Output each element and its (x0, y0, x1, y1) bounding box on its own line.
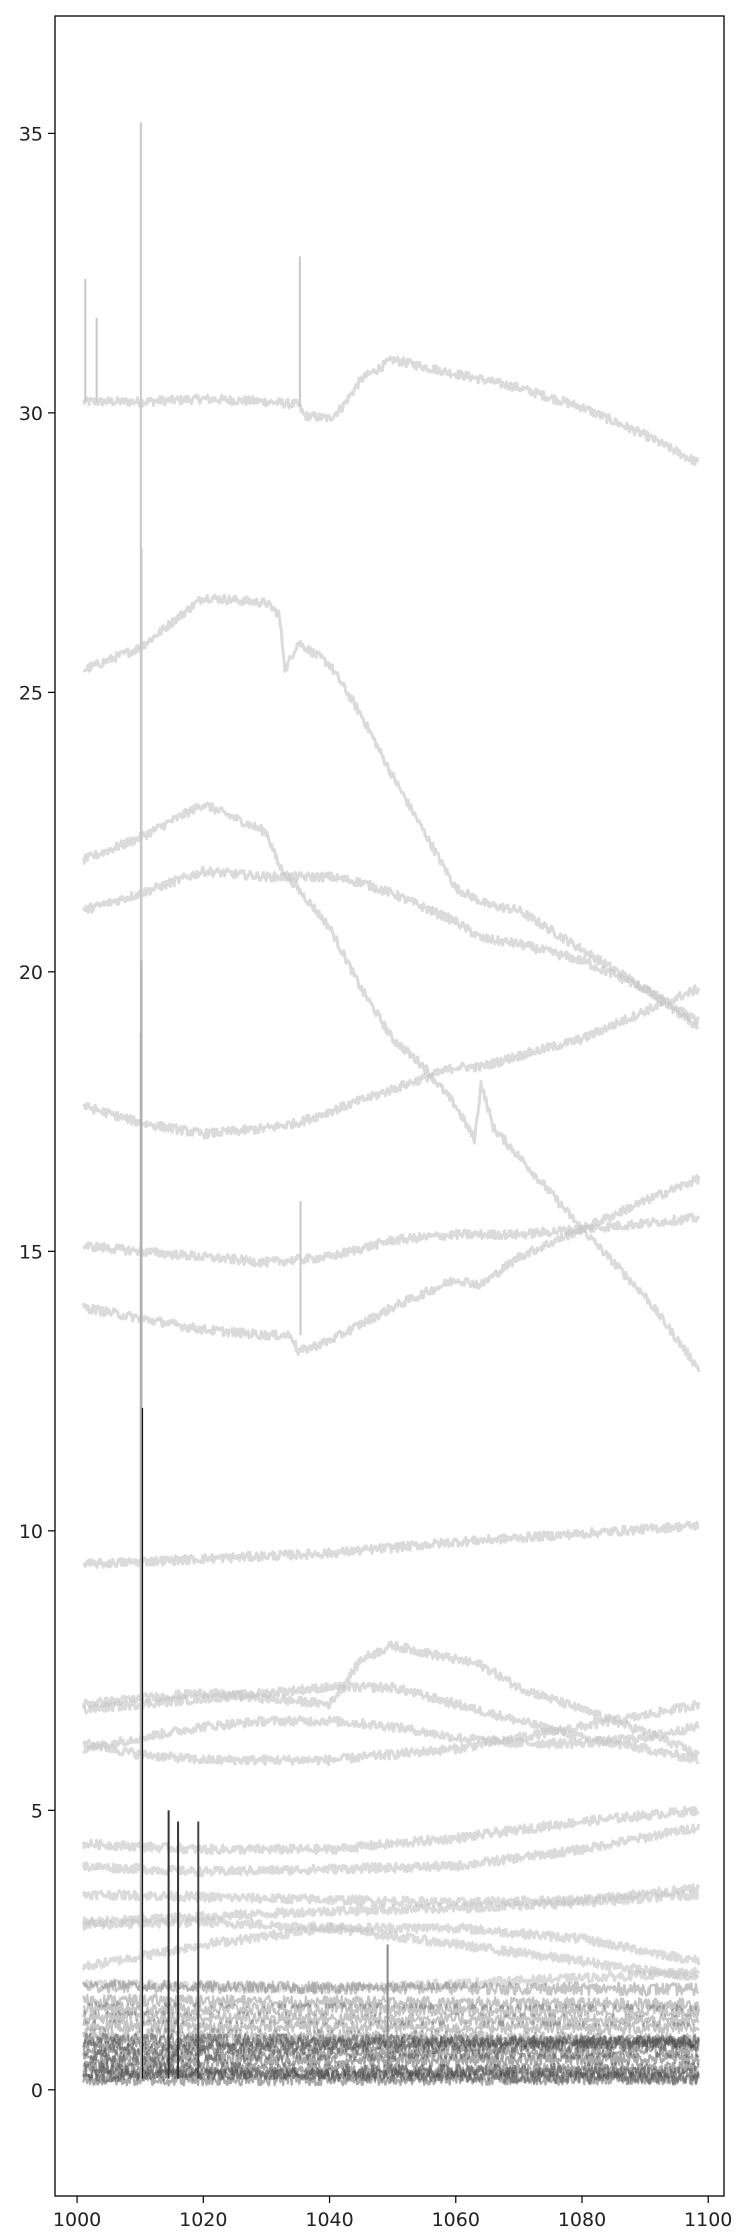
x-tick-label: 1000 (53, 2209, 101, 2231)
dense-spectrum-line (82, 2027, 700, 2047)
dense-spectrum-line (82, 1993, 700, 2012)
dense-spectrum-line (82, 2010, 700, 2028)
dense-spectrum-line (82, 2060, 700, 2080)
light-spectrum-line (81, 1805, 700, 1856)
x-tick-label: 1060 (432, 2209, 480, 2231)
dense-spectrum-line (82, 2065, 700, 2086)
series-layer (81, 355, 701, 2087)
y-tick-label: 5 (31, 1800, 43, 1822)
light-spectrum-line (81, 1916, 700, 1981)
dense-spectrum-line (82, 1979, 700, 1997)
dense-spectrum-line (82, 2001, 700, 2018)
light-spectrum-line (81, 355, 700, 467)
dense-spectrum-line (82, 2060, 700, 2083)
y-tick-label: 0 (31, 2080, 43, 2102)
light-spectrum-line (81, 1922, 701, 1971)
x-axis: 1000 1020 1040 1060 1080 1100 (53, 2196, 732, 2231)
y-tick-label: 10 (19, 1521, 43, 1543)
light-spectrum-line (81, 1823, 701, 1878)
light-spectrum-line (81, 801, 701, 1372)
light-spectrum-line (82, 593, 700, 1026)
spike-layer (84, 122, 389, 2079)
y-tick-label: 35 (19, 123, 43, 145)
x-tick-label: 1100 (684, 2209, 732, 2231)
dense-spectrum-line (82, 2071, 700, 2087)
y-tick-label: 30 (19, 403, 43, 425)
light-spectrum-line (81, 1640, 701, 1757)
x-tick-label: 1040 (305, 2209, 353, 2231)
dense-spectrum-line (82, 2032, 700, 2049)
dense-spectrum-line (82, 2034, 700, 2052)
x-tick-label: 1080 (558, 2209, 606, 2231)
light-spectrum-line (81, 1174, 701, 1356)
plot-frame (54, 15, 725, 2197)
x-tick-label: 1020 (179, 2209, 227, 2231)
y-tick-label: 20 (19, 962, 43, 984)
light-spectrum-line (82, 1212, 701, 1268)
light-spectrum-line (81, 1966, 701, 1995)
dense-spectrum-line (82, 2038, 700, 2058)
y-axis: 0 5 10 15 20 25 30 35 (19, 123, 55, 2102)
light-spectrum-line (82, 1520, 700, 1570)
light-spectrum-line (82, 1715, 700, 1754)
dense-spectrum-line (82, 2018, 700, 2036)
light-spectrum-line (81, 1889, 700, 1928)
y-tick-label: 25 (19, 682, 43, 704)
light-spectrum-line (82, 984, 701, 1140)
light-spectrum-line (82, 1699, 701, 1766)
dense-spectrum-line (82, 2044, 700, 2064)
dense-spectrum-line (83, 2051, 700, 2069)
light-spectrum-line (82, 865, 700, 1030)
y-tick-label: 15 (19, 1241, 43, 1263)
